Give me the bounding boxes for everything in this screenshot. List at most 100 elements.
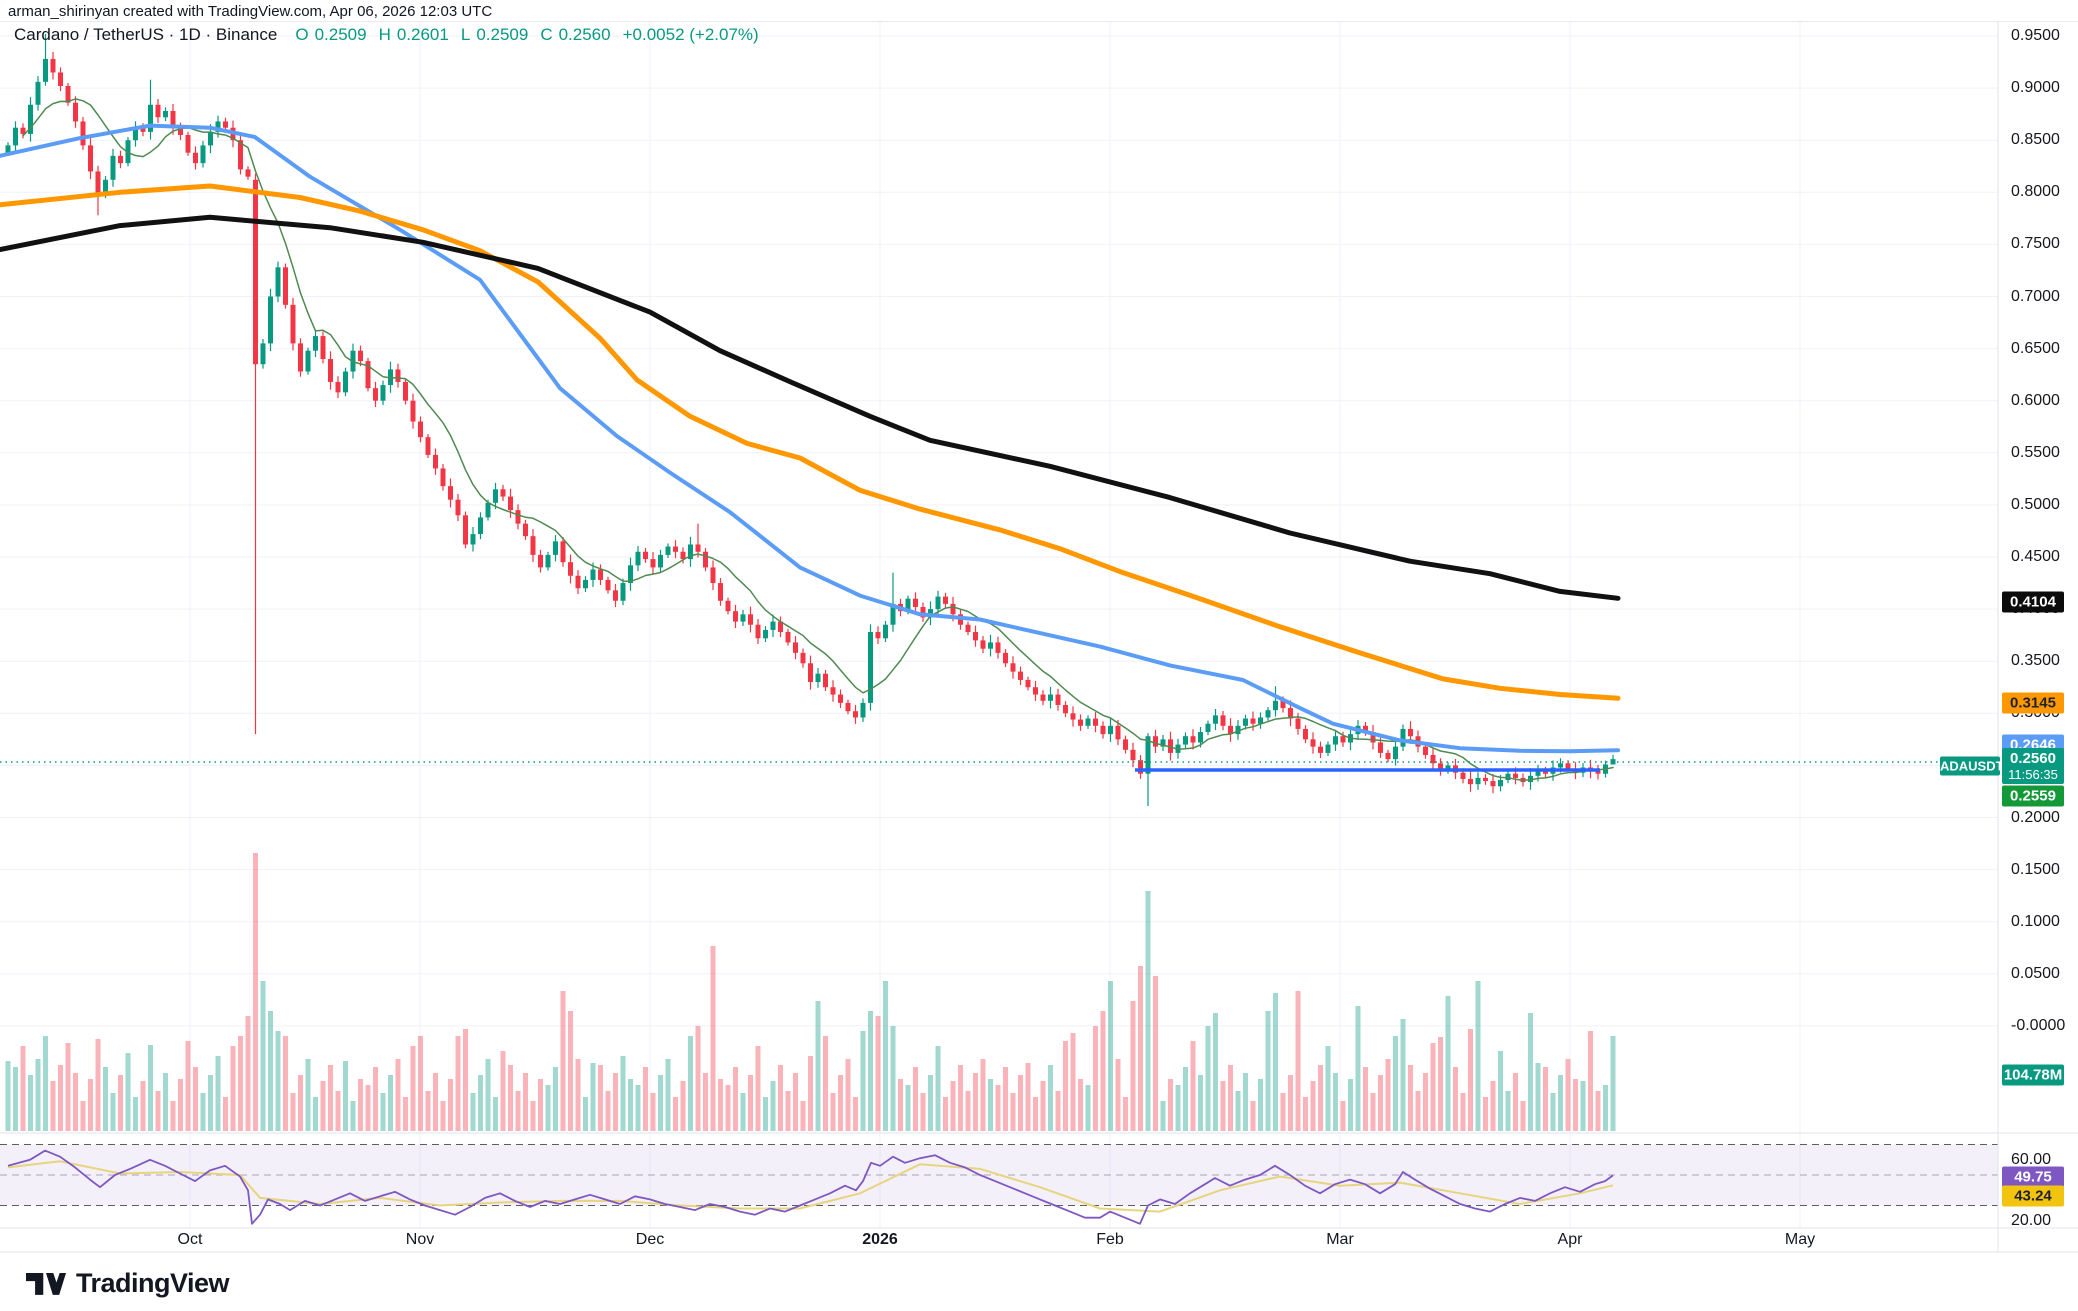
candle-body — [1595, 770, 1601, 774]
ohlc-item: H 0.2601 — [378, 25, 449, 44]
volume-bar — [290, 1093, 296, 1131]
volume-bar — [1370, 1093, 1376, 1131]
volume-bar — [620, 1056, 626, 1131]
time-axis-label-mar: Mar — [1326, 1231, 1354, 1248]
volume-bar — [875, 1016, 881, 1131]
volume-bar — [1243, 1073, 1248, 1131]
candle-body — [755, 624, 761, 639]
volume-bar — [1550, 1093, 1556, 1131]
candle-body — [965, 624, 971, 633]
volume-bar — [493, 1097, 498, 1131]
candle-body — [748, 614, 753, 625]
candle-body — [493, 489, 498, 503]
tradingview-logo-text: TradingView — [76, 1267, 230, 1298]
volume-bar — [913, 1067, 918, 1131]
candle-body — [545, 554, 551, 568]
volume-bar — [1160, 1101, 1166, 1131]
volume-bar — [1213, 1013, 1218, 1131]
candle-body — [1153, 736, 1158, 747]
volume-bar — [935, 1046, 941, 1131]
candle-body — [298, 343, 303, 372]
volume-bar — [358, 1079, 363, 1131]
candle-body — [575, 575, 581, 589]
volume-bar — [508, 1065, 513, 1131]
volume-bar — [425, 1091, 431, 1131]
volume-bar — [388, 1075, 393, 1131]
candle-body — [1273, 700, 1278, 711]
volume-bar — [1333, 1073, 1338, 1131]
volume-bar — [1220, 1081, 1226, 1131]
price-axis-label: 0.2000 — [2011, 808, 2060, 826]
candle-body — [1475, 777, 1481, 785]
volume-bar — [898, 1079, 903, 1131]
candle-body — [1205, 723, 1211, 733]
candle-body — [568, 562, 573, 576]
sma-50 — [0, 123, 1620, 754]
volume-value: 104.78M — [2002, 1064, 2064, 1086]
volume-bar — [5, 1061, 11, 1131]
candle-body — [103, 179, 108, 195]
candle-body — [373, 388, 378, 401]
candle-body — [643, 551, 648, 560]
candle-body — [1318, 746, 1323, 753]
candle-body — [200, 145, 206, 164]
volume-bar — [170, 1101, 176, 1131]
volume-bar — [1535, 1063, 1541, 1131]
time-axis-label-apr: Apr — [1557, 1231, 1583, 1248]
volume-bar — [665, 1059, 671, 1131]
attribution-text: arman_shirinyan created with TradingView… — [8, 3, 493, 20]
volume-bar — [1415, 1091, 1421, 1131]
candle-body — [1108, 725, 1113, 735]
symbol-title[interactable]: Cardano / TetherUS · 1D · Binance — [14, 25, 278, 44]
candle-body — [1250, 718, 1256, 724]
tradingview-logo[interactable]: TradingView — [26, 1266, 230, 1300]
time-axis-label-dec: Dec — [635, 1231, 665, 1248]
candle-body — [478, 517, 483, 535]
volume-bar — [1265, 1011, 1271, 1131]
sma-fast-9 — [22, 98, 1614, 781]
volume-bar — [95, 1039, 101, 1131]
candle-body — [823, 673, 828, 688]
volume-bar — [1558, 1075, 1563, 1131]
volume-bar — [335, 1091, 341, 1131]
volume-bar — [1115, 1059, 1121, 1131]
volume-bar — [35, 1059, 41, 1131]
volume-bar — [1483, 1097, 1488, 1131]
price-axis-label: 0.9000 — [2011, 79, 2060, 97]
volume-bar — [545, 1085, 551, 1131]
candle-body — [170, 111, 176, 128]
chart-legend[interactable]: Cardano / TetherUS · 1D · Binance O 0.2509… — [14, 25, 759, 45]
volume-bar — [470, 1093, 476, 1131]
candle-body — [830, 687, 836, 695]
tradingview-logo-icon — [26, 1273, 66, 1295]
candle-body — [1393, 746, 1398, 760]
volume-bar — [463, 1029, 468, 1131]
candle-body — [1288, 708, 1293, 719]
candle-body — [1063, 704, 1068, 714]
candle-body — [1528, 775, 1533, 783]
candle-body — [1010, 663, 1016, 672]
candle-body — [538, 554, 543, 568]
candle-body — [125, 140, 131, 164]
time-axis-label-may: May — [1784, 1231, 1816, 1248]
candle-body — [508, 496, 513, 511]
candle-body — [560, 541, 566, 563]
volume-bar — [673, 1097, 678, 1131]
candle-body — [1423, 746, 1428, 755]
price-axis-label: 0.8000 — [2011, 183, 2060, 201]
candle-body — [365, 361, 371, 389]
candle-body — [1213, 715, 1218, 724]
volume-bar — [1363, 1067, 1368, 1131]
current-price-badge: 0.2560 11:56:35 — [2002, 748, 2064, 784]
volume-bar — [1190, 1041, 1196, 1131]
candle-body — [1085, 718, 1091, 726]
volume-bar — [860, 1031, 866, 1131]
ohlc-item: C 0.2560 — [540, 25, 611, 44]
volume-bar — [1423, 1073, 1428, 1131]
volume-bar — [530, 1101, 536, 1131]
candle-body — [1565, 763, 1571, 769]
candle-body — [973, 632, 978, 641]
candle-body — [1183, 736, 1188, 745]
volume-bar — [268, 1011, 273, 1131]
